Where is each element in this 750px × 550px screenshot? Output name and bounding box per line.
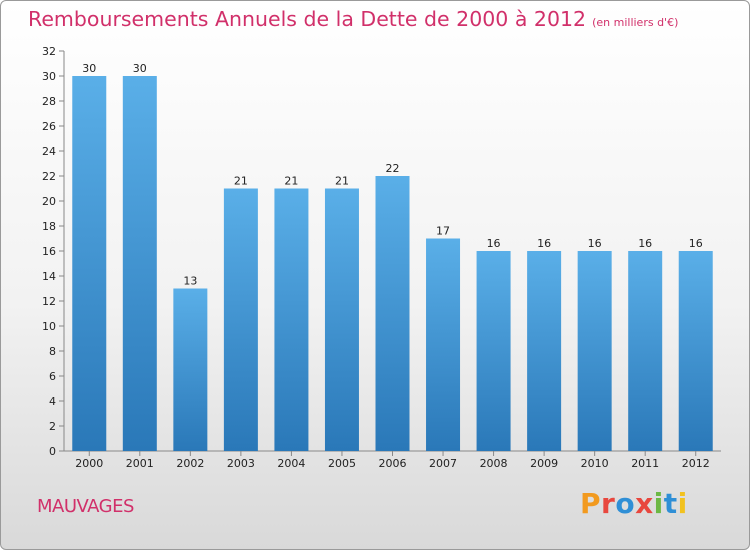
y-tick-label: 6 <box>49 370 56 383</box>
x-tick-label: 2012 <box>682 457 710 470</box>
bar-2007 <box>426 238 461 451</box>
chart-title: Remboursements Annuels de la Dette de 20… <box>28 7 678 31</box>
data-label: 16 <box>638 237 652 250</box>
logo-letter: x <box>635 487 654 520</box>
logo-letter: r <box>601 487 616 520</box>
data-label: 22 <box>386 162 400 175</box>
x-tick-label: 2010 <box>581 457 609 470</box>
x-tick-label: 2011 <box>631 457 659 470</box>
chart-unit: (en milliers d'€) <box>592 16 679 29</box>
bar-2011 <box>628 251 663 451</box>
chart-title-text: Remboursements Annuels de la Dette de 20… <box>28 7 587 31</box>
logo-letter: P <box>580 487 602 520</box>
data-label: 16 <box>487 237 501 250</box>
data-label: 17 <box>436 225 450 238</box>
logo-letter: t <box>663 487 678 520</box>
bar-2012 <box>678 251 713 451</box>
y-tick-label: 28 <box>42 95 56 108</box>
data-label: 16 <box>588 237 602 250</box>
bar-2010 <box>577 251 612 451</box>
chart-bars <box>72 76 713 451</box>
y-tick-label: 4 <box>49 395 56 408</box>
data-label: 21 <box>284 175 298 188</box>
x-tick-label: 2008 <box>480 457 508 470</box>
logo-letter: o <box>615 487 636 520</box>
y-tick-label: 8 <box>49 345 56 358</box>
data-label: 21 <box>335 175 349 188</box>
x-tick-label: 2002 <box>176 457 204 470</box>
x-tick-label: 2006 <box>379 457 407 470</box>
bar-2004 <box>274 188 309 451</box>
y-tick-label: 26 <box>42 120 56 133</box>
data-label: 30 <box>133 62 147 75</box>
data-label: 16 <box>689 237 703 250</box>
x-tick-label: 2004 <box>277 457 305 470</box>
bar-2008 <box>476 251 511 451</box>
x-tick-label: 2007 <box>429 457 457 470</box>
y-tick-label: 20 <box>42 195 56 208</box>
logo-letter: i <box>653 487 664 520</box>
y-tick-label: 2 <box>49 420 56 433</box>
y-tick-label: 10 <box>42 320 56 333</box>
bar-2003 <box>223 188 258 451</box>
x-tick-label: 2001 <box>126 457 154 470</box>
bar-2000 <box>72 76 107 451</box>
x-tick-label: 2005 <box>328 457 356 470</box>
y-tick-label: 32 <box>42 45 56 58</box>
chart-labels: 2000 30 2001 30 2002 13 2003 21 2004 21 2005 21 2006… <box>75 62 709 470</box>
data-label: 30 <box>82 62 96 75</box>
bar-2009 <box>527 251 562 451</box>
bar-2006 <box>375 176 410 451</box>
y-tick-label: 30 <box>42 70 56 83</box>
y-tick-label: 22 <box>42 170 56 183</box>
x-tick-label: 2000 <box>75 457 103 470</box>
bar-2005 <box>324 188 359 451</box>
x-tick-label: 2009 <box>530 457 558 470</box>
y-tick-label: 24 <box>42 145 56 158</box>
y-tick-label: 0 <box>49 445 56 458</box>
data-label: 21 <box>234 175 248 188</box>
y-tick-label: 18 <box>42 220 56 233</box>
y-tick-label: 12 <box>42 295 56 308</box>
bar-2002 <box>173 288 208 451</box>
bar-2001 <box>122 76 157 451</box>
location-name: MAUVAGES <box>37 496 134 517</box>
y-tick-label: 16 <box>42 245 56 258</box>
data-label: 16 <box>537 237 551 250</box>
y-tick-label: 14 <box>42 270 56 283</box>
logo-letter: i <box>677 487 688 520</box>
x-tick-label: 2003 <box>227 457 255 470</box>
data-label: 13 <box>183 275 197 288</box>
proxiti-logo: Proxiti <box>580 487 688 520</box>
